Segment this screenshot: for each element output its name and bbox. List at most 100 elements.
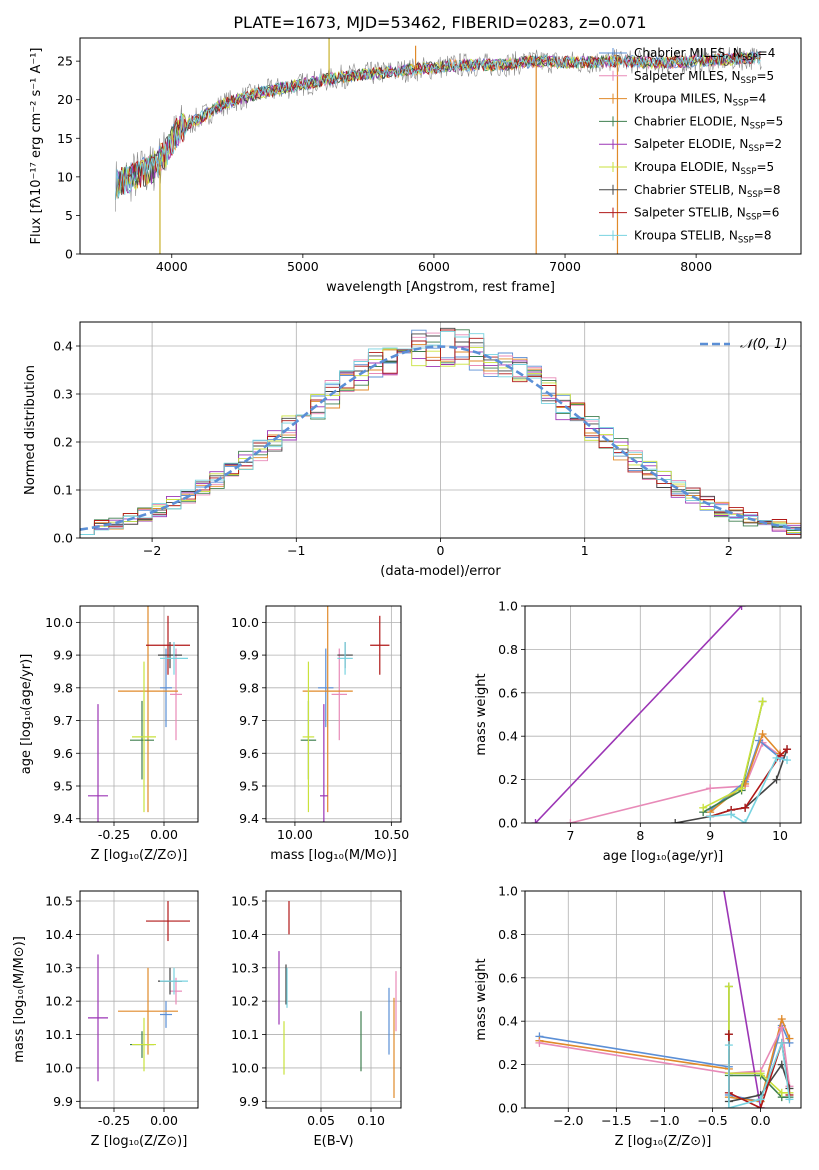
y-tick-label: 9.4 (53, 811, 73, 826)
y-tick-label: 0.0 (498, 1101, 518, 1116)
plot-area (80, 322, 801, 538)
panel-mass-vs-ebv: 0.05 0.10 9.9 10.0 10.1 10.2 10.3 10.4 10.5 E(B-V… (231, 890, 402, 1149)
axes-frame (79, 605, 199, 823)
weight-series-salpeter-elodie (531, 606, 746, 823)
y-tick-label: 9.8 (239, 680, 259, 695)
errorbar-point (132, 1017, 156, 1072)
errorbar-point (160, 967, 188, 995)
x-tick-label: -0.25 (98, 1113, 130, 1128)
y-tick-label: 0.0 (498, 816, 518, 831)
x-axis-label: Z [log₁₀(Z/Z⊙)] (91, 848, 188, 863)
x-axis-label: mass [log₁₀(M/M⊙)] (270, 848, 397, 863)
y-tick-label: 10.2 (231, 994, 259, 1009)
weight-line (728, 986, 790, 1098)
errorbar-point (318, 648, 334, 728)
figure-title: PLATE=1673, MJD=53462, FIBERID=0283, z=0… (233, 13, 646, 32)
legend-entry: Kroupa ELODIE, NSSP=5 (634, 160, 774, 177)
x-tick-label: −1.0 (649, 1113, 679, 1128)
model-spectrum-kroupa-stelib (115, 51, 761, 201)
x-tick-label: 8 (636, 828, 644, 843)
y-tick-label: 20 (57, 92, 73, 107)
y-tick-label: 9.8 (53, 680, 73, 695)
y-tick-label: 1.0 (498, 599, 518, 614)
errorbar-point (160, 648, 172, 728)
weight-line (728, 986, 790, 1094)
histogram-kroupa-stelib (80, 331, 801, 535)
y-tick-label: 9.5 (53, 779, 73, 794)
x-axis-label: (data-model)/error (380, 564, 501, 579)
y-axis-label: age [log₁₀(age/yr)] (19, 654, 34, 775)
y-tick-label: 0.4 (53, 339, 73, 354)
y-tick-label: 10.0 (231, 615, 259, 630)
errorbar-point (170, 648, 182, 741)
panel-weight-vs-Z: −2.0 −1.5 −1.0 −0.5 0.0 0.0 0.2 0.4 0.6 0.8 1.0 Z [… (474, 884, 802, 1149)
errorbar-point (118, 967, 178, 1055)
y-tick-label: 10.0 (231, 1060, 259, 1075)
y-tick-label: 0.6 (498, 685, 518, 700)
y-tick-label: 0.0 (53, 531, 73, 546)
axes-frame (524, 605, 802, 824)
errorbar-point (160, 642, 188, 675)
x-tick-label: 0.05 (307, 1113, 335, 1128)
errorbar-point (130, 700, 154, 780)
y-tick-label: 10 (57, 169, 73, 184)
y-tick-label: 9.5 (239, 779, 259, 794)
x-tick-label: 5000 (287, 259, 319, 274)
y-tick-label: 1.0 (498, 884, 518, 899)
y-tick-label: 9.7 (53, 713, 73, 728)
y-tick-label: 0.4 (498, 729, 518, 744)
errorbar-point (146, 901, 190, 942)
errorbar-point (320, 704, 328, 822)
x-tick-label: 0.00 (150, 827, 178, 842)
plot-area (525, 891, 801, 1108)
legend-entry: Chabrier MILES, NSSP=4 (634, 46, 775, 63)
x-tick-label: 4000 (156, 259, 188, 274)
x-axis-label: E(B-V) (313, 1134, 353, 1149)
x-tick-label: -0.25 (98, 827, 130, 842)
weight-series-salpeter-elodie (723, 891, 765, 1108)
y-tick-label: 9.6 (239, 746, 259, 761)
weight-line (570, 741, 781, 823)
y-tick-label: 0.2 (53, 435, 73, 450)
y-tick-label: 0 (65, 247, 73, 262)
x-tick-label: −1 (287, 543, 305, 558)
legend-entry: Chabrier ELODIE, NSSP=5 (634, 114, 783, 131)
y-axis-label: Normed distribution (23, 365, 38, 495)
y-tick-label: 10.1 (45, 1027, 73, 1042)
x-tick-label: 2 (725, 543, 733, 558)
y-tick-label: 10.0 (45, 1060, 73, 1075)
legend-entry: Kroupa STELIB, NSSP=8 (634, 228, 772, 245)
model-spectrum-salpeter-stelib (115, 52, 761, 201)
weight-line (710, 756, 788, 823)
x-axis-label: Z [log₁₀(Z/Z⊙)] (615, 1134, 712, 1149)
legend-entry: Chabrier STELIB, NSSP=8 (634, 183, 781, 200)
errorbar-point (146, 615, 190, 675)
x-tick-label: 6000 (418, 259, 450, 274)
panel-age-vs-mass: 10.00 10.50 9.4 9.5 9.6 9.7 9.8 9.9 10.0 mass [lo… (231, 605, 409, 863)
y-tick-label: 0.4 (498, 1014, 518, 1029)
errorbar-point (337, 642, 353, 675)
x-tick-label: 0.0 (751, 1113, 771, 1128)
plot-area (80, 891, 198, 1108)
errorbar-point (88, 704, 108, 822)
x-axis-label: Z [log₁₀(Z/Z⊙)] (91, 1134, 188, 1149)
x-tick-label: 1 (581, 543, 589, 558)
plot-area (266, 891, 401, 1108)
y-tick-label: 0.1 (53, 483, 73, 498)
weight-line (539, 1016, 791, 1103)
y-tick-label: 9.9 (53, 1094, 73, 1109)
y-tick-label: 10.3 (231, 960, 259, 975)
y-tick-label: 0.8 (498, 927, 518, 942)
x-tick-label: 0 (437, 543, 445, 558)
panel-spectrum: 4000 5000 6000 7000 8000 0 5 10 15 20 25 wavelength… (29, 37, 802, 295)
weight-series-kroupa-stelib (706, 753, 792, 823)
y-tick-label: 9.7 (239, 713, 259, 728)
axes-frame (265, 890, 402, 1109)
y-tick-label: 10.1 (231, 1027, 259, 1042)
errorbar-point (331, 648, 347, 741)
weight-series-kroupa-elodie (699, 697, 767, 812)
panel-mass-vs-Z: -0.25 0.00 9.9 10.0 10.1 10.2 10.3 10.4 10.5 Z [l… (12, 890, 199, 1149)
plot-area (266, 606, 401, 822)
x-tick-label: 7000 (549, 259, 581, 274)
legend-entry: 𝒩(0, 1) (740, 337, 787, 352)
